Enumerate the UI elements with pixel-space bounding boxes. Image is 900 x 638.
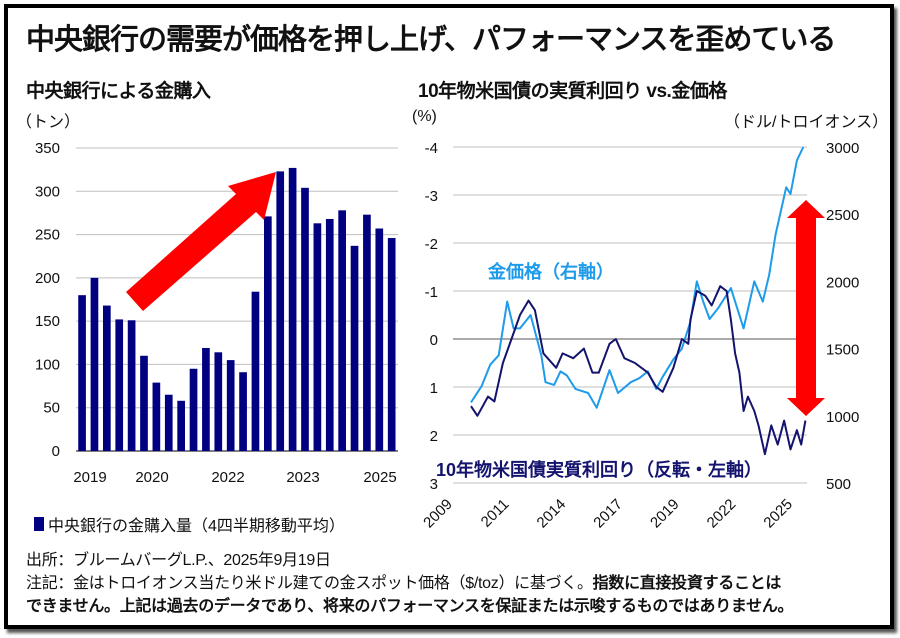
bar <box>301 187 309 451</box>
x-tick-label: 2011 <box>478 496 513 531</box>
right-chart-left-unit: (%) <box>412 108 437 125</box>
note-line-1: 注記：金はトロイオンス当たり米ドル建ての金スポット価格（$/toz）に基づく。指… <box>26 569 781 593</box>
y-tick-label: 0 <box>52 443 60 460</box>
gold-series-label: 金価格（右軸） <box>487 261 614 282</box>
bar <box>350 245 359 451</box>
right-y-tick-label: 1000 <box>826 409 859 426</box>
left-y-tick-label: 3 <box>430 476 438 493</box>
note-line-2: できません。上記は過去のデータであり、将来のパフォーマンスを保証または示唆するも… <box>26 598 794 615</box>
real-yield-line <box>470 285 807 456</box>
x-tick-label: 2020 <box>135 469 168 486</box>
right-y-tick-label: 2500 <box>826 207 859 224</box>
bar <box>214 352 223 451</box>
bar <box>127 320 136 451</box>
x-tick-label: 2014 <box>534 496 570 532</box>
page-title: 中央銀行の需要が価格を押し上げ、パフォーマンスを歪めている <box>26 24 836 56</box>
bar <box>140 355 148 451</box>
left-y-tick-label: -4 <box>425 140 438 157</box>
left-chart-title: 中央銀行による金購入 <box>26 81 211 102</box>
left-y-tick-label: 0 <box>430 332 438 349</box>
right-y-tick-label: 2000 <box>826 274 859 291</box>
left-y-tick-label: 2 <box>430 428 438 445</box>
y-tick-label: 200 <box>35 270 60 287</box>
bar <box>276 171 285 452</box>
left-y-tick-label: -3 <box>425 188 438 205</box>
x-tick-label: 2019 <box>647 496 683 532</box>
y-tick-label: 50 <box>43 400 60 417</box>
legend-swatch <box>34 517 44 531</box>
y-tick-label: 100 <box>35 356 60 373</box>
bar <box>202 347 210 451</box>
red-double-arrow <box>787 200 825 416</box>
bar <box>189 368 198 451</box>
y-tick-label: 150 <box>35 313 60 330</box>
legend-label: 中央銀行の金購入量（4四半期移動平均） <box>48 518 345 535</box>
bar-legend: 中央銀行の金購入量（4四半期移動平均） <box>34 512 345 536</box>
x-tick-label: 2022 <box>704 496 740 532</box>
right-y-tick-label: 500 <box>826 476 851 493</box>
source-text: 出所：ブルームバーグL.P.、2025年9月19日 <box>26 552 331 569</box>
bar <box>90 277 99 451</box>
right-y-tick-label: 1500 <box>826 342 859 359</box>
x-tick-label: 2017 <box>590 496 626 532</box>
bar <box>263 216 272 451</box>
left-y-tick-label: -1 <box>425 284 438 301</box>
x-tick-label: 2019 <box>73 469 106 486</box>
bar <box>115 319 124 451</box>
note-bold-1: 指数に直接投資することは <box>592 575 782 592</box>
bar <box>251 291 260 451</box>
red-up-arrow <box>126 172 276 311</box>
bar <box>177 400 185 451</box>
bar <box>288 167 297 451</box>
bar <box>363 214 371 451</box>
bar <box>375 228 384 451</box>
right-y-tick-label: 3000 <box>826 140 859 157</box>
bar <box>102 305 111 451</box>
right-chart-right-unit: （ドル/トロイオンス） <box>724 114 889 131</box>
y-tick-label: 300 <box>35 183 60 200</box>
y-tick-label: 250 <box>35 227 60 244</box>
x-tick-label: 2025 <box>363 469 396 486</box>
left-y-tick-label: 1 <box>430 380 438 397</box>
bar <box>152 382 161 451</box>
note-regular: 注記：金はトロイオンス当たり米ドル建ての金スポット価格（$/toz）に基づく。 <box>26 575 593 592</box>
bar <box>164 394 173 451</box>
bar <box>338 210 346 451</box>
yield-series-label: 10年物米国債実質利回り（反転・左軸） <box>436 459 762 480</box>
y-tick-label: 350 <box>35 140 60 157</box>
bar <box>387 238 396 451</box>
x-tick-label: 2009 <box>420 496 456 532</box>
right-chart-title: 10年物米国債の実質利回り vs.金価格 <box>418 81 727 102</box>
x-tick-label: 2025 <box>760 496 796 532</box>
x-tick-label: 2022 <box>211 469 244 486</box>
left-y-tick-label: -2 <box>425 236 438 253</box>
x-tick-label: 2023 <box>286 469 319 486</box>
bar <box>226 360 235 451</box>
bar <box>239 372 247 451</box>
bar <box>325 218 334 451</box>
left-chart-unit: （トン） <box>16 114 81 131</box>
bar <box>78 295 86 451</box>
bar <box>313 223 322 451</box>
